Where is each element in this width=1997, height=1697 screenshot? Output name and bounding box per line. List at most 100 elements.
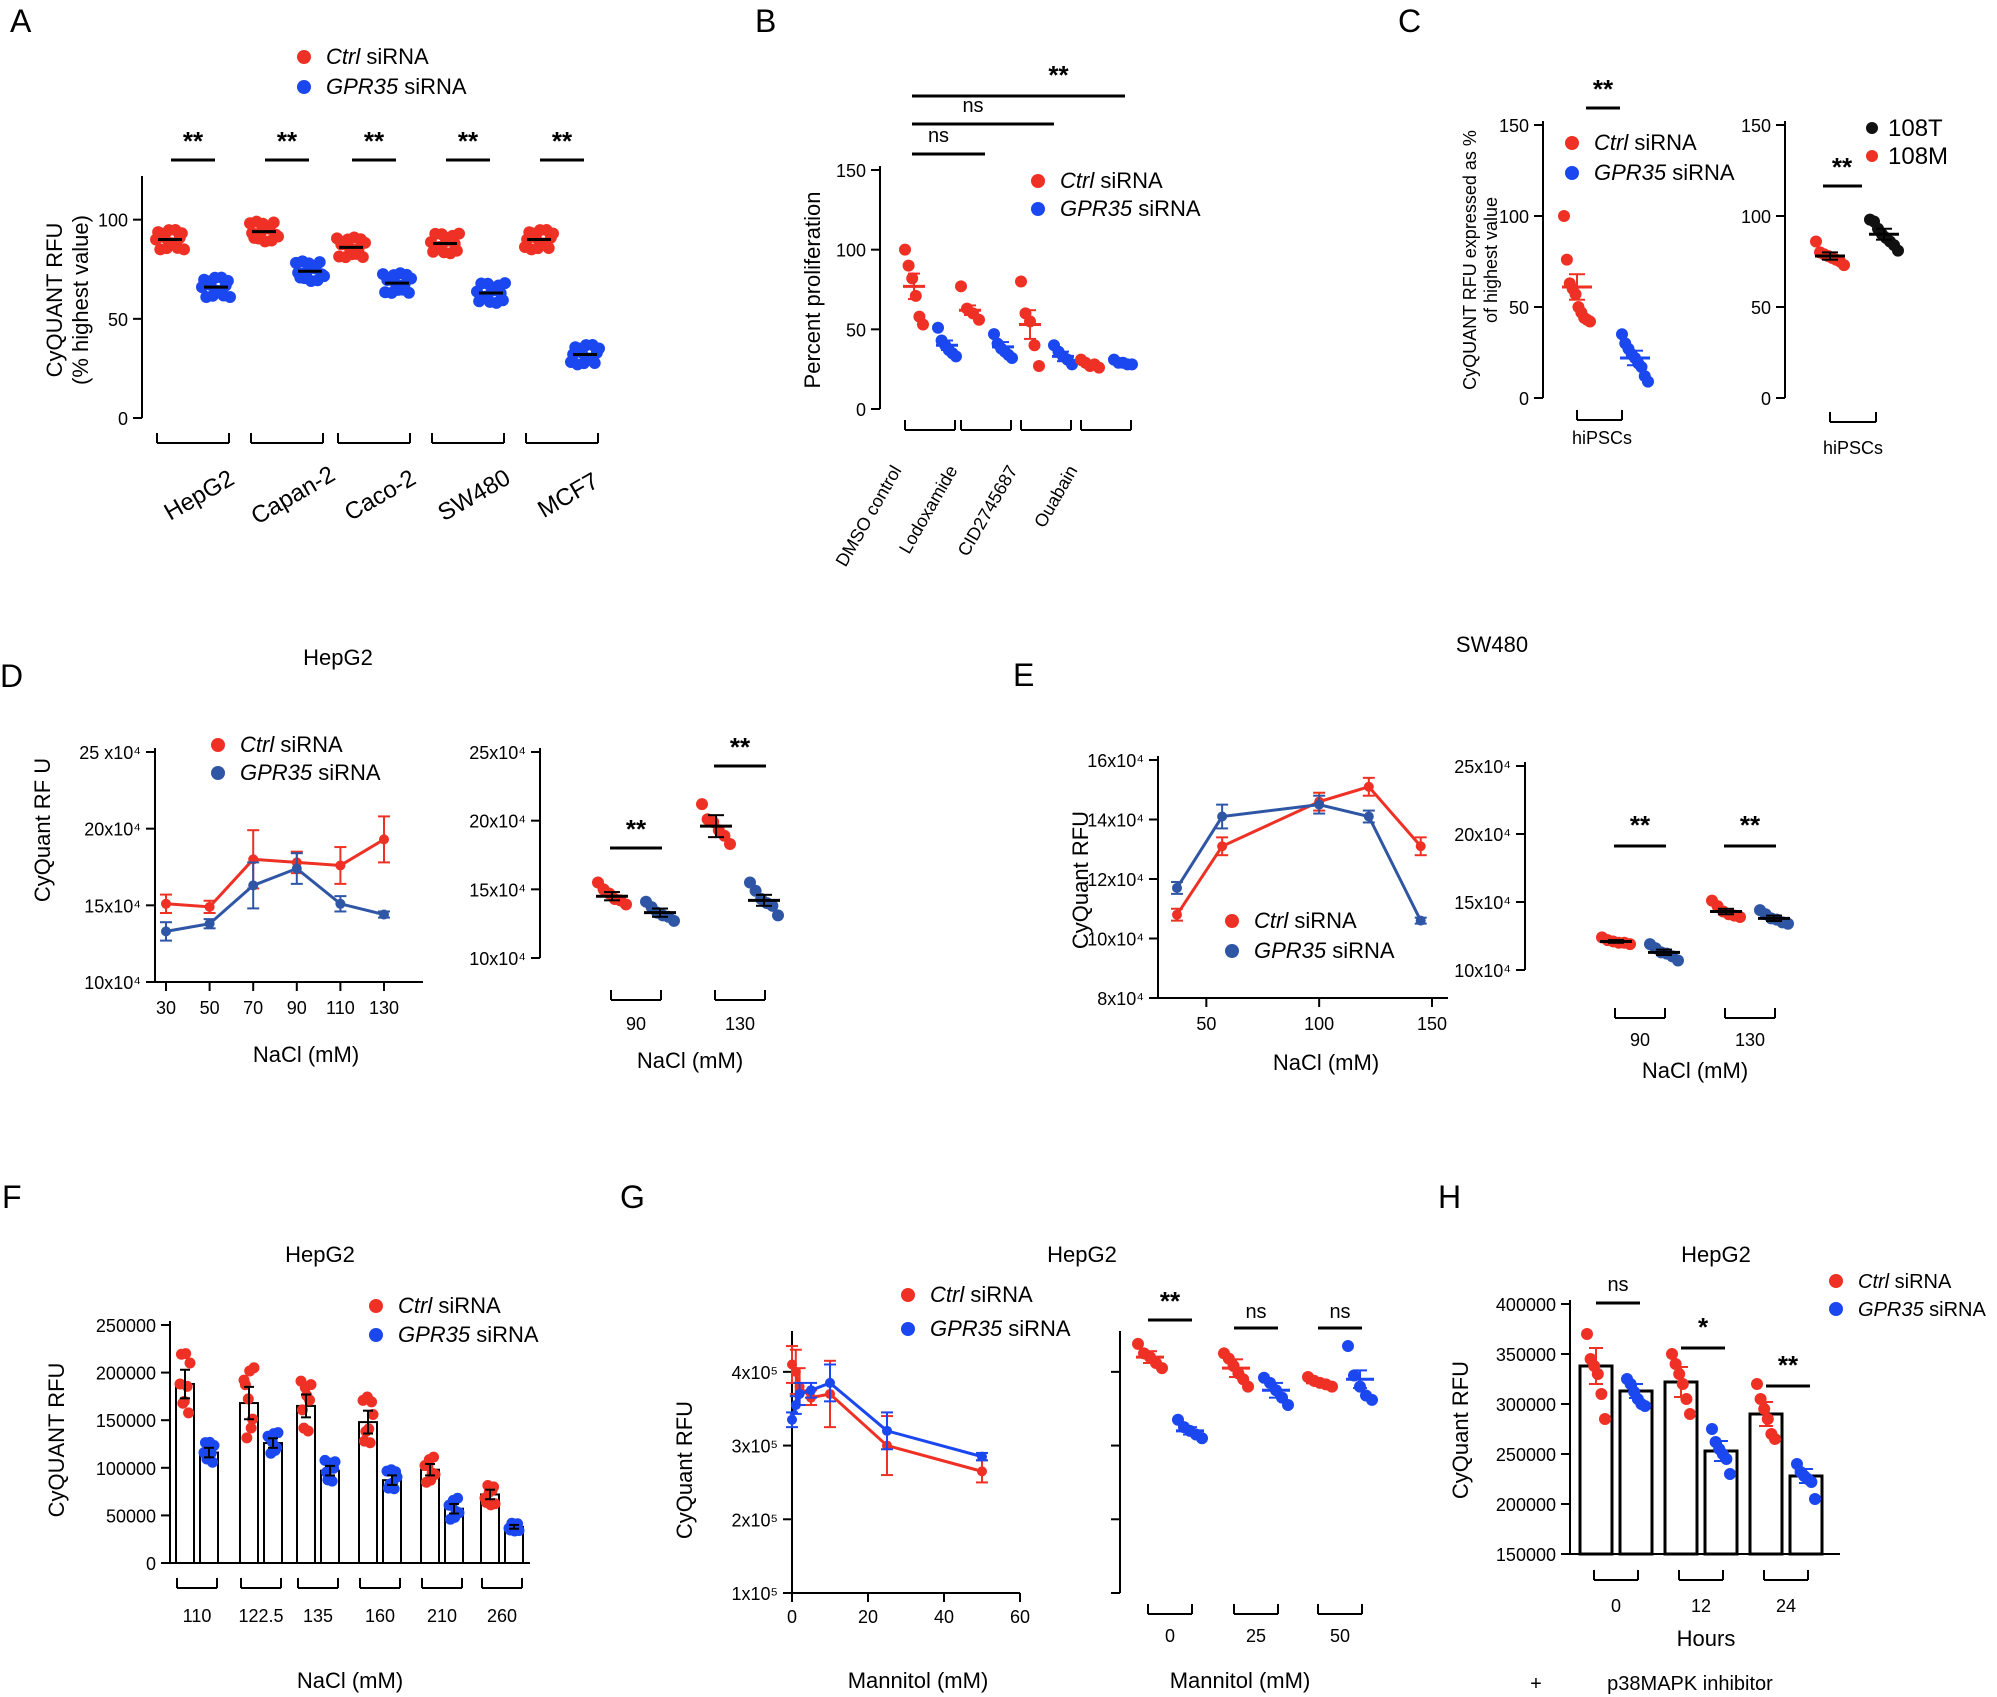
B-point — [950, 350, 962, 363]
panel-label-C: C — [1398, 3, 1421, 39]
E1-x-tick-label: 150 — [1417, 1014, 1447, 1034]
E1-y-tick-label: 14x10⁴ — [1087, 811, 1144, 831]
E1-point — [1217, 841, 1228, 852]
F-bar — [263, 1442, 283, 1564]
B-y-label: Percent proliferation — [800, 192, 825, 389]
H-point — [1599, 1413, 1611, 1425]
H-legend-gene: Ctrl — [1858, 1271, 1890, 1293]
F-legend-gene: Ctrl — [398, 1293, 433, 1318]
D1-legend-label: Ctrl siRNA — [240, 732, 343, 757]
E2-point — [1672, 954, 1684, 967]
G2-x-tick-label: 0 — [1165, 1626, 1175, 1646]
H-point — [1706, 1423, 1718, 1435]
G1-legend-suffix: siRNA — [1002, 1316, 1071, 1341]
E1-y-tick-label: 10x10⁴ — [1087, 930, 1144, 950]
G1-point — [790, 1366, 801, 1377]
G1-x-tick-label: 40 — [934, 1607, 954, 1627]
D1-legend-label: GPR35 siRNA — [240, 760, 381, 785]
B-point — [1028, 339, 1041, 352]
A-legend-label: GPR35 siRNA — [326, 74, 467, 99]
A-sig-label: ** — [552, 126, 573, 156]
H-legend-gene: GPR35 — [1858, 1299, 1924, 1321]
G1-y-tick-label: 3x10⁵ — [732, 1437, 779, 1457]
C2-y-tick-label: 150 — [1741, 116, 1771, 136]
D1-x-tick-label: 110 — [326, 998, 355, 1018]
G1-y-label: CyQuant RFU — [672, 1401, 697, 1539]
G2-point — [1196, 1432, 1208, 1445]
A-point — [272, 230, 284, 243]
G2-x-label: Mannitol (mM) — [1170, 1668, 1311, 1693]
C2-sig-label: ** — [1832, 152, 1853, 182]
E1-legend-label: GPR35 siRNA — [1254, 938, 1395, 963]
A-sig-label: ** — [277, 126, 298, 156]
A-legend-suffix: siRNA — [398, 74, 467, 99]
G2-sig-label: ** — [1160, 1286, 1181, 1316]
B-y-tick-label: 50 — [846, 320, 866, 340]
B-y-tick-label: 0 — [856, 400, 866, 420]
F-point — [305, 1379, 317, 1391]
D2-point — [724, 838, 736, 851]
G1-legend-marker — [901, 1322, 915, 1336]
A-x-tick-label: MCF7 — [533, 467, 603, 523]
C1-point — [1558, 210, 1570, 222]
H-legend-marker — [1829, 1302, 1843, 1316]
C1-y-tick-label: 100 — [1499, 207, 1529, 227]
E1-x-tick-label: 100 — [1304, 1014, 1334, 1034]
H-y-tick-label: 200000 — [1496, 1495, 1556, 1515]
D2-y-tick-label: 25x10⁴ — [469, 743, 526, 763]
D2-x-label: NaCl (mM) — [637, 1048, 743, 1073]
G1-legend-suffix: siRNA — [964, 1282, 1033, 1307]
A-y-tick-label: 100 — [98, 211, 128, 231]
G1-point — [806, 1385, 816, 1396]
H-sig-label: ns — [1607, 1274, 1628, 1296]
D1-legend-marker — [211, 738, 225, 752]
G1-point — [977, 1466, 987, 1477]
D1-series-line — [165, 838, 385, 909]
H-legend-suffix: siRNA — [1889, 1271, 1952, 1293]
E-title: SW480 — [1456, 632, 1528, 657]
E1-point — [1314, 799, 1325, 810]
A-point — [359, 236, 371, 249]
D1-legend-marker — [211, 766, 225, 780]
A-legend-gene: GPR35 — [326, 74, 399, 99]
H-point — [1761, 1413, 1774, 1425]
D1-x-tick-label: 90 — [287, 998, 307, 1018]
H-legend-marker — [1829, 1274, 1843, 1288]
F-point — [428, 1451, 440, 1463]
G1-legend-gene: GPR35 — [930, 1316, 1003, 1341]
A-point — [313, 256, 326, 269]
H-point — [1639, 1400, 1651, 1412]
E2-point — [1734, 910, 1746, 923]
F-point — [513, 1525, 525, 1537]
F-point — [207, 1456, 219, 1468]
A-point — [405, 272, 417, 285]
C-y-label: CyQUANT RFU expressed as % — [1460, 130, 1480, 390]
C2-point — [1892, 244, 1904, 257]
C1-point — [1635, 361, 1648, 374]
D1-x-tick-label: 130 — [369, 998, 399, 1018]
F-point — [248, 1362, 260, 1374]
G2-sig-label: ns — [1329, 1301, 1350, 1323]
panel-label-F: F — [2, 1179, 22, 1215]
C2-point — [1810, 235, 1822, 248]
H-point — [1809, 1493, 1821, 1505]
H-point — [1720, 1453, 1733, 1465]
E1-point — [1172, 909, 1182, 920]
G2-point — [1366, 1393, 1378, 1406]
panel-label-A: A — [10, 3, 32, 39]
D1-x-tick-label: 70 — [243, 998, 263, 1018]
C1-legend-suffix: siRNA — [1628, 130, 1697, 155]
D2-y-tick-label: 20x10⁴ — [469, 812, 526, 832]
F-legend-label: Ctrl siRNA — [398, 1293, 501, 1318]
panel-label-H: H — [1438, 1179, 1461, 1215]
E1-series-line — [1175, 803, 1423, 922]
G1-point — [787, 1359, 797, 1370]
D1-point — [248, 880, 259, 891]
B-x-tick-label: Ouabain — [1030, 462, 1081, 531]
D1-x-tick-label: 30 — [156, 998, 176, 1018]
A-point — [356, 251, 369, 264]
H-title: HepG2 — [1681, 1242, 1751, 1267]
F-x-label: NaCl (mM) — [297, 1668, 403, 1693]
G1-legend-label: Ctrl siRNA — [930, 1282, 1033, 1307]
B-point — [909, 289, 922, 302]
